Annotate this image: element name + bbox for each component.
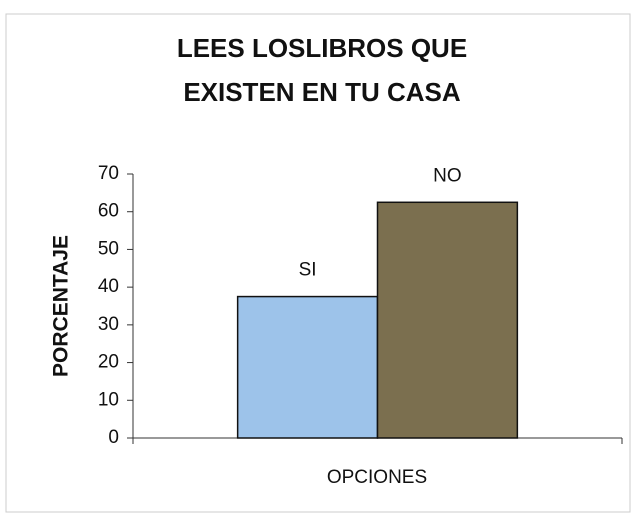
y-tick-label: 20 xyxy=(98,352,119,373)
chart-title: LEES LOSLIBROS QUE xyxy=(177,33,467,63)
y-axis-label: PORCENTAJE xyxy=(50,235,73,377)
bar xyxy=(376,201,519,439)
bar-label: SI xyxy=(299,260,317,281)
chart-title: EXISTEN EN TU CASA xyxy=(183,77,461,107)
y-tick-label: 10 xyxy=(98,389,119,410)
y-tick-label: 50 xyxy=(98,238,119,259)
bar-label: NO xyxy=(433,165,462,186)
y-tick-label: 70 xyxy=(98,163,119,184)
y-tick-label: 40 xyxy=(98,276,119,297)
x-axis-label: OPCIONES xyxy=(327,467,427,488)
y-tick-label: 0 xyxy=(108,427,119,448)
y-tick-label: 30 xyxy=(98,314,119,335)
bar xyxy=(236,295,379,439)
y-tick-label: 60 xyxy=(98,201,119,222)
